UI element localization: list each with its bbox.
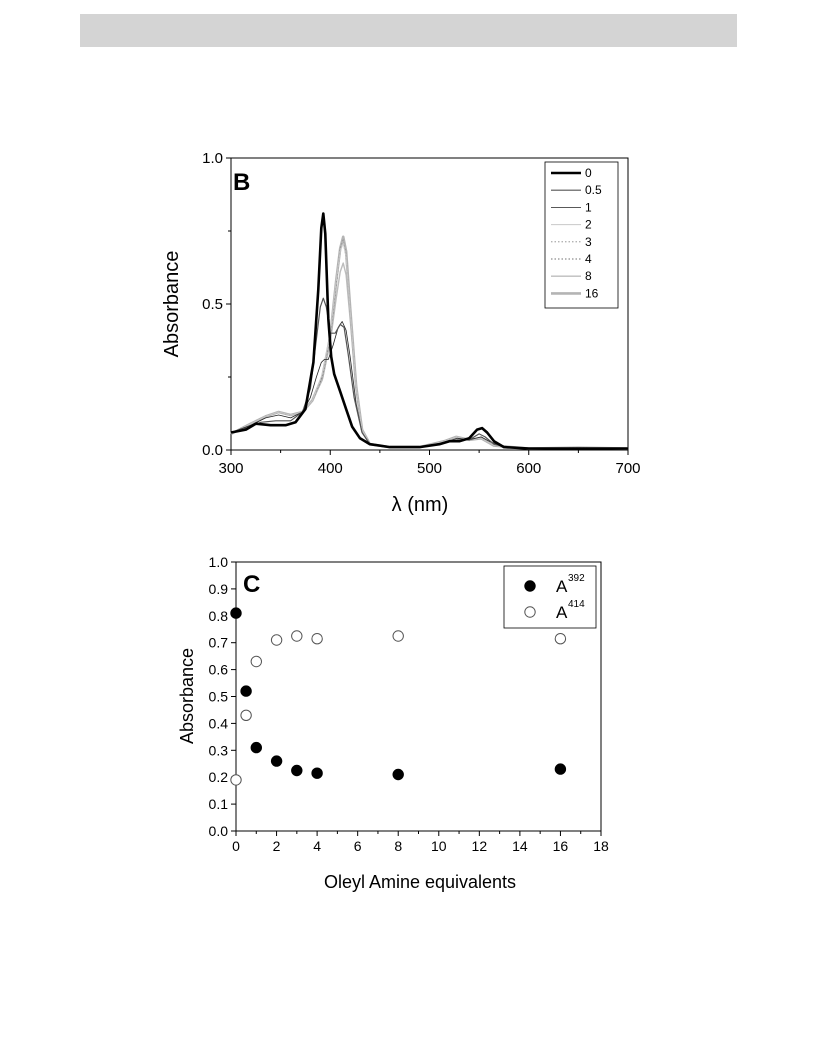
series-line-2 — [230, 242, 629, 449]
legend-label: 8 — [585, 269, 592, 283]
y-tick-label: 0.1 — [209, 796, 229, 812]
x-tick-label: 16 — [553, 838, 569, 854]
legend-label: 0.5 — [585, 183, 602, 197]
x-tick-label: 8 — [394, 838, 402, 854]
spectrum-chart-svg: 300 400 500 600 700 0.0 0.5 1.0 0 0.5 1 2 3 4 8 16 B λ… — [161, 150, 641, 516]
legend-label: A — [556, 577, 568, 596]
legend-box — [544, 161, 619, 309]
legend-label: A — [556, 603, 568, 622]
point-a414 — [311, 633, 323, 645]
y-tick-label: 0.5 — [209, 689, 229, 705]
x-tick-label: 600 — [516, 460, 541, 477]
legend-box — [503, 565, 597, 629]
x-tick-label: 14 — [512, 838, 528, 854]
y-tick-label: 1.0 — [209, 554, 229, 570]
legend-label: 3 — [585, 235, 592, 249]
point-a392 — [554, 763, 567, 775]
point-a414 — [250, 655, 263, 668]
point-a392 — [240, 685, 252, 697]
point-a414 — [554, 633, 567, 645]
y-axis-label: Absorbance — [177, 648, 197, 744]
point-a392 — [230, 607, 242, 619]
point-a414 — [230, 774, 242, 786]
point-a392 — [392, 768, 404, 781]
point-a392 — [270, 755, 283, 767]
x-tick-label: 10 — [431, 838, 447, 854]
x-tick-label: 0 — [232, 838, 240, 854]
titration-chart-c: 0 2 4 6 8 10 12 14 16 18 0.0 0.1 0.2 0.3 0.4 0.5 0.6 0.7 0… — [140, 540, 610, 892]
point-a392 — [250, 741, 263, 754]
spectrum-chart-b: 300 400 500 600 700 0.0 0.5 1.0 0 0.5 1 2 3 4 8 16 B λ… — [140, 108, 670, 523]
y-tick-label: 0.8 — [209, 608, 229, 624]
legend-label: 16 — [585, 286, 599, 300]
titration-chart-svg: 0 2 4 6 8 10 12 14 16 18 0.0 0.1 0.2 0.3 0.4 0.5 0.6 0.7 0… — [177, 554, 609, 892]
x-tick-label: 12 — [472, 838, 488, 854]
y-tick-label: 0.0 — [209, 823, 229, 839]
legend-marker — [524, 606, 536, 618]
legend-marker — [524, 580, 536, 592]
point-a392 — [291, 764, 303, 777]
legend-label: 2 — [585, 218, 592, 232]
y-tick-label: 0.6 — [209, 662, 229, 678]
point-a414 — [240, 709, 252, 722]
x-tick-label: 6 — [354, 838, 362, 854]
legend-label: 1 — [585, 200, 592, 214]
legend-label: 0 — [585, 166, 592, 180]
point-a414 — [270, 634, 283, 646]
legend-superscript: 414 — [568, 599, 585, 610]
page-header-bar — [80, 14, 737, 47]
y-tick-label: 0.0 — [202, 442, 223, 459]
point-a414 — [392, 630, 404, 642]
x-tick-label: 18 — [593, 838, 609, 854]
y-tick-label: 0.3 — [209, 742, 229, 758]
x-axis-label: Oleyl Amine equivalents — [324, 872, 516, 892]
x-axis-label: λ (nm) — [392, 494, 449, 516]
series-line-0.5 — [230, 297, 628, 450]
y-tick-label: 0.7 — [209, 635, 229, 651]
y-tick-label: 0.2 — [209, 769, 229, 785]
legend-superscript: 392 — [568, 573, 585, 584]
y-tick-label: 1.0 — [202, 150, 223, 167]
x-tick-label: 700 — [615, 460, 640, 477]
x-tick-label: 4 — [313, 838, 321, 854]
x-tick-label: 2 — [273, 838, 281, 854]
x-tick-label: 300 — [218, 460, 243, 477]
series-line-1 — [230, 321, 628, 449]
point-a414 — [291, 630, 303, 642]
panel-label: B — [233, 169, 250, 196]
series-line-0 — [230, 212, 628, 450]
y-tick-label: 0.5 — [202, 296, 223, 313]
legend-label: 4 — [585, 252, 592, 266]
point-a392 — [311, 767, 323, 779]
y-axis-label: Absorbance — [161, 251, 183, 358]
x-tick-label: 500 — [417, 460, 442, 477]
x-tick-label: 400 — [318, 460, 343, 477]
y-tick-label: 0.4 — [209, 715, 229, 731]
y-tick-label: 0.9 — [209, 581, 229, 597]
panel-label: C — [243, 571, 260, 598]
